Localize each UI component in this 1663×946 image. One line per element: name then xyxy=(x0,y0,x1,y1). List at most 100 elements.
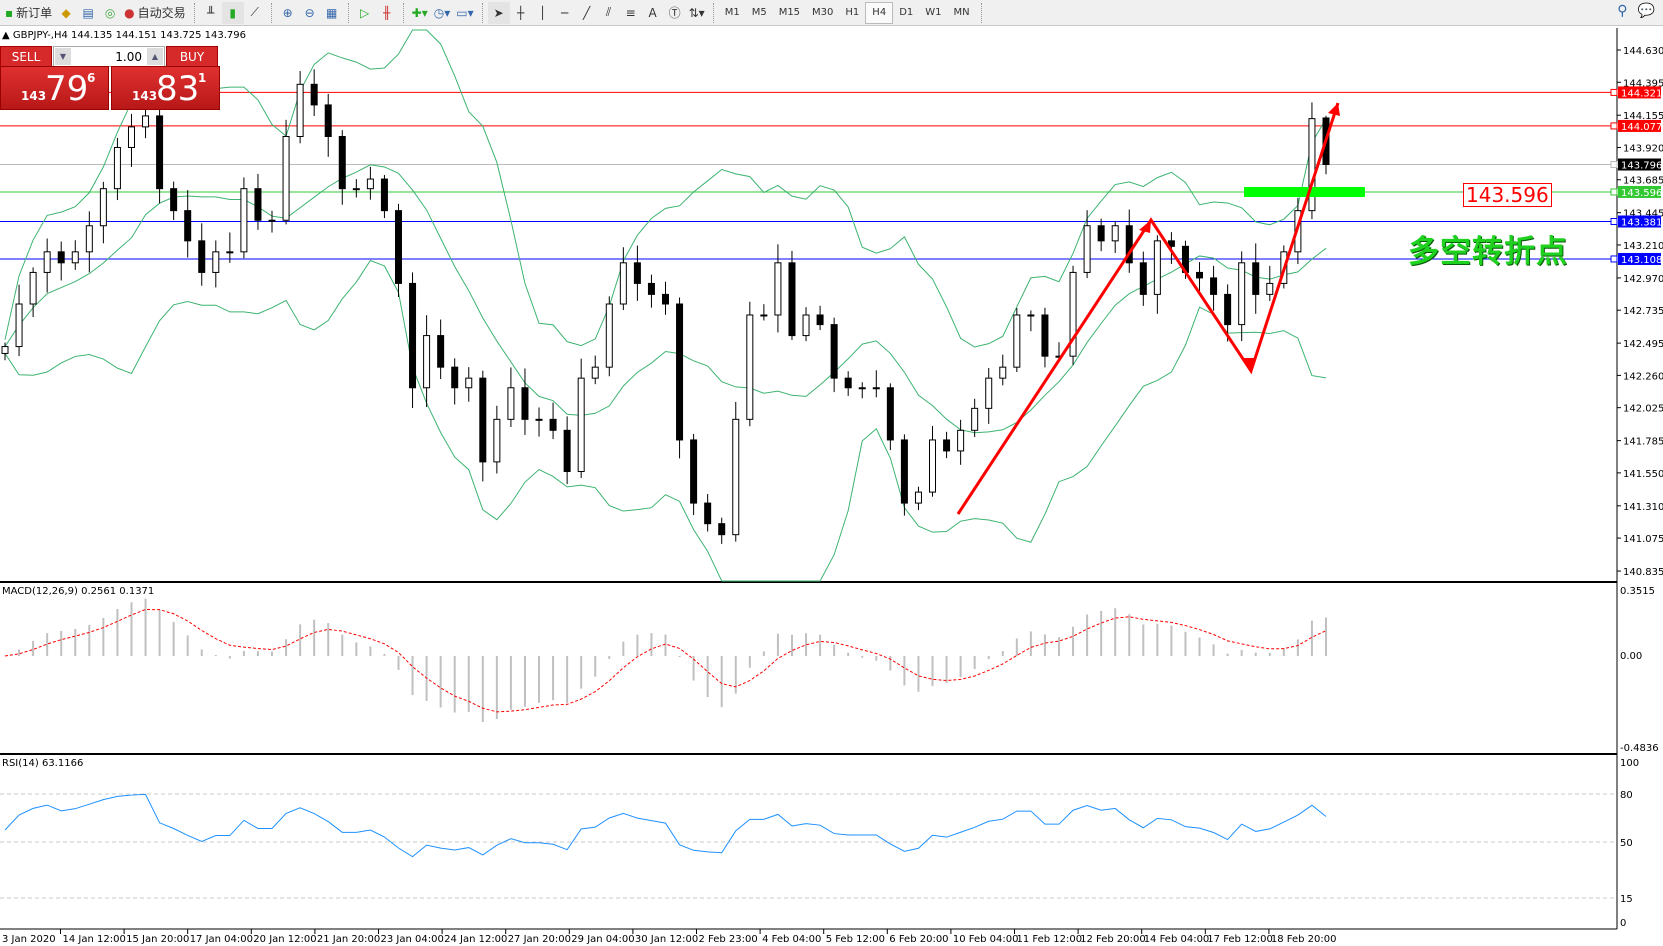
zoom-out-icon[interactable]: ⊖ xyxy=(304,5,315,20)
candle-body xyxy=(254,188,262,221)
lot-size-input[interactable]: ▼ 1.00 ▲ xyxy=(53,46,165,67)
time-tick-label: 15 Jan 20:00 xyxy=(126,934,189,945)
candle xyxy=(254,173,262,230)
sell-price[interactable]: 143 79 6 xyxy=(0,66,109,110)
buy-price[interactable]: 143 83 1 xyxy=(111,66,220,110)
candle xyxy=(999,354,1007,386)
candle-body xyxy=(366,178,374,190)
timeframe-h1[interactable]: H1 xyxy=(845,7,860,18)
candle xyxy=(479,370,487,482)
candle xyxy=(858,382,866,399)
timeframe-h4[interactable]: H4 xyxy=(865,1,894,24)
auto-trading-button[interactable]: ● 自动交易 xyxy=(124,5,186,21)
candle xyxy=(423,315,431,408)
candle xyxy=(170,181,178,221)
signals-icon[interactable]: ◎ xyxy=(104,5,116,20)
candle-body xyxy=(549,418,557,431)
indicators-icon[interactable]: ✚▾ xyxy=(411,5,428,20)
crosshair-icon[interactable]: ┼ xyxy=(516,5,525,20)
time-tick-label: 4 Feb 04:00 xyxy=(762,934,821,945)
candle xyxy=(29,267,37,318)
separator xyxy=(712,2,714,23)
templates-icon[interactable]: ▭▾ xyxy=(456,5,474,20)
candle-body xyxy=(746,314,754,420)
time-tick-label: 6 Feb 20:00 xyxy=(889,934,948,945)
auto-scroll-icon[interactable]: ▷ xyxy=(360,5,370,20)
price-label: 143.381 xyxy=(1621,217,1662,228)
candle xyxy=(1266,265,1274,301)
market-watch-icon[interactable]: ▤ xyxy=(82,5,94,20)
lot-decrease-icon[interactable]: ▼ xyxy=(55,48,71,65)
text-icon[interactable]: A xyxy=(648,5,657,20)
zoom-in-icon[interactable]: ⊕ xyxy=(282,5,293,20)
timeframe-m1[interactable]: M1 xyxy=(724,7,740,18)
chart-shift-icon[interactable]: ╫ xyxy=(383,5,391,20)
candle xyxy=(676,297,684,459)
horizontal-line-icon[interactable]: ─ xyxy=(560,5,569,20)
separator xyxy=(347,2,349,23)
candle xyxy=(957,419,965,465)
candle xyxy=(633,245,641,301)
timeframe-d1[interactable]: D1 xyxy=(899,7,914,18)
lot-increase-icon[interactable]: ▲ xyxy=(147,48,163,65)
candle-body xyxy=(184,210,192,242)
sell-button[interactable]: SELL xyxy=(0,46,52,67)
candle xyxy=(366,166,374,200)
candle-body xyxy=(619,262,627,305)
text-label-icon[interactable]: Ⓣ xyxy=(668,6,681,20)
candle-body xyxy=(521,387,529,420)
line-chart-icon[interactable]: ⟋ xyxy=(250,5,259,19)
candle xyxy=(394,203,402,298)
timeframe-m30[interactable]: M30 xyxy=(812,7,834,18)
vertical-line-icon[interactable]: │ xyxy=(538,5,547,20)
candle-body xyxy=(1125,225,1133,264)
cursor-icon[interactable]: ➤ xyxy=(487,1,510,24)
periods-icon[interactable]: ◷▾ xyxy=(433,5,451,20)
candle xyxy=(647,274,655,308)
arrows-icon[interactable]: ⇅▾ xyxy=(688,5,705,20)
new-order-button[interactable]: ▪ 新订单 xyxy=(5,5,53,21)
time-tick-label: 11 Feb 12:00 xyxy=(1017,934,1083,945)
fibonacci-icon[interactable]: ≡ xyxy=(625,5,636,20)
time-tick-label: 12 Feb 20:00 xyxy=(1080,934,1146,945)
candle xyxy=(1069,265,1077,365)
time-tick-label: 23 Jan 04:00 xyxy=(381,934,444,945)
candle xyxy=(282,119,290,225)
rsi-tick-label: 15 xyxy=(1620,894,1633,905)
arrow-head-icon xyxy=(1244,358,1256,371)
timeframe-bar: M1 M5 M15 M30 H1 H4 D1 W1 MN xyxy=(719,1,976,24)
navigator-icon[interactable]: ◆ xyxy=(61,5,71,20)
candle-body xyxy=(788,262,796,337)
time-tick-label: 14 Jan 12:00 xyxy=(63,934,126,945)
candle xyxy=(71,240,79,270)
buy-button[interactable]: BUY xyxy=(166,46,218,67)
candle xyxy=(324,93,332,157)
candle-body xyxy=(971,407,979,431)
candle xyxy=(872,370,880,398)
timeframe-w1[interactable]: W1 xyxy=(925,7,942,18)
chat-icon[interactable]: 💬 xyxy=(1637,3,1655,19)
candle xyxy=(15,284,23,357)
equidistant-channel-icon[interactable]: ⫽ xyxy=(605,5,612,19)
candle xyxy=(437,319,445,380)
line-handle xyxy=(1610,217,1618,225)
candle-body xyxy=(577,377,585,473)
candlestick-chart-icon[interactable]: ▮ xyxy=(221,1,244,24)
bar-chart-icon[interactable]: ╨ xyxy=(207,5,215,20)
timeframe-m15[interactable]: M15 xyxy=(778,7,801,18)
candle-body xyxy=(943,439,951,452)
toolbar: ▪ 新订单 ◆ ▤ ◎ ● 自动交易 ╨ ▮ ⟋ ⊕ ⊖ ▦ ▷ ╫ ✚▾ ◷▾ ▭… xyxy=(0,0,1663,26)
timeframe-m5[interactable]: M5 xyxy=(751,7,767,18)
timeframe-mn[interactable]: MN xyxy=(953,7,970,18)
price-annotation: 143.596 xyxy=(1463,183,1552,207)
time-tick-label: 17 Feb 12:00 xyxy=(1207,934,1273,945)
macd-tick-label: -0.4836 xyxy=(1620,743,1659,754)
candle xyxy=(212,240,220,288)
time-tick-label: 21 Jan 20:00 xyxy=(317,934,380,945)
tile-windows-icon[interactable]: ▦ xyxy=(325,5,338,20)
search-icon[interactable]: ⚲ xyxy=(1617,3,1628,19)
time-tick-label: 14 Feb 04:00 xyxy=(1144,934,1210,945)
trendline-icon[interactable]: ╱ xyxy=(582,5,591,20)
candle xyxy=(577,358,585,478)
